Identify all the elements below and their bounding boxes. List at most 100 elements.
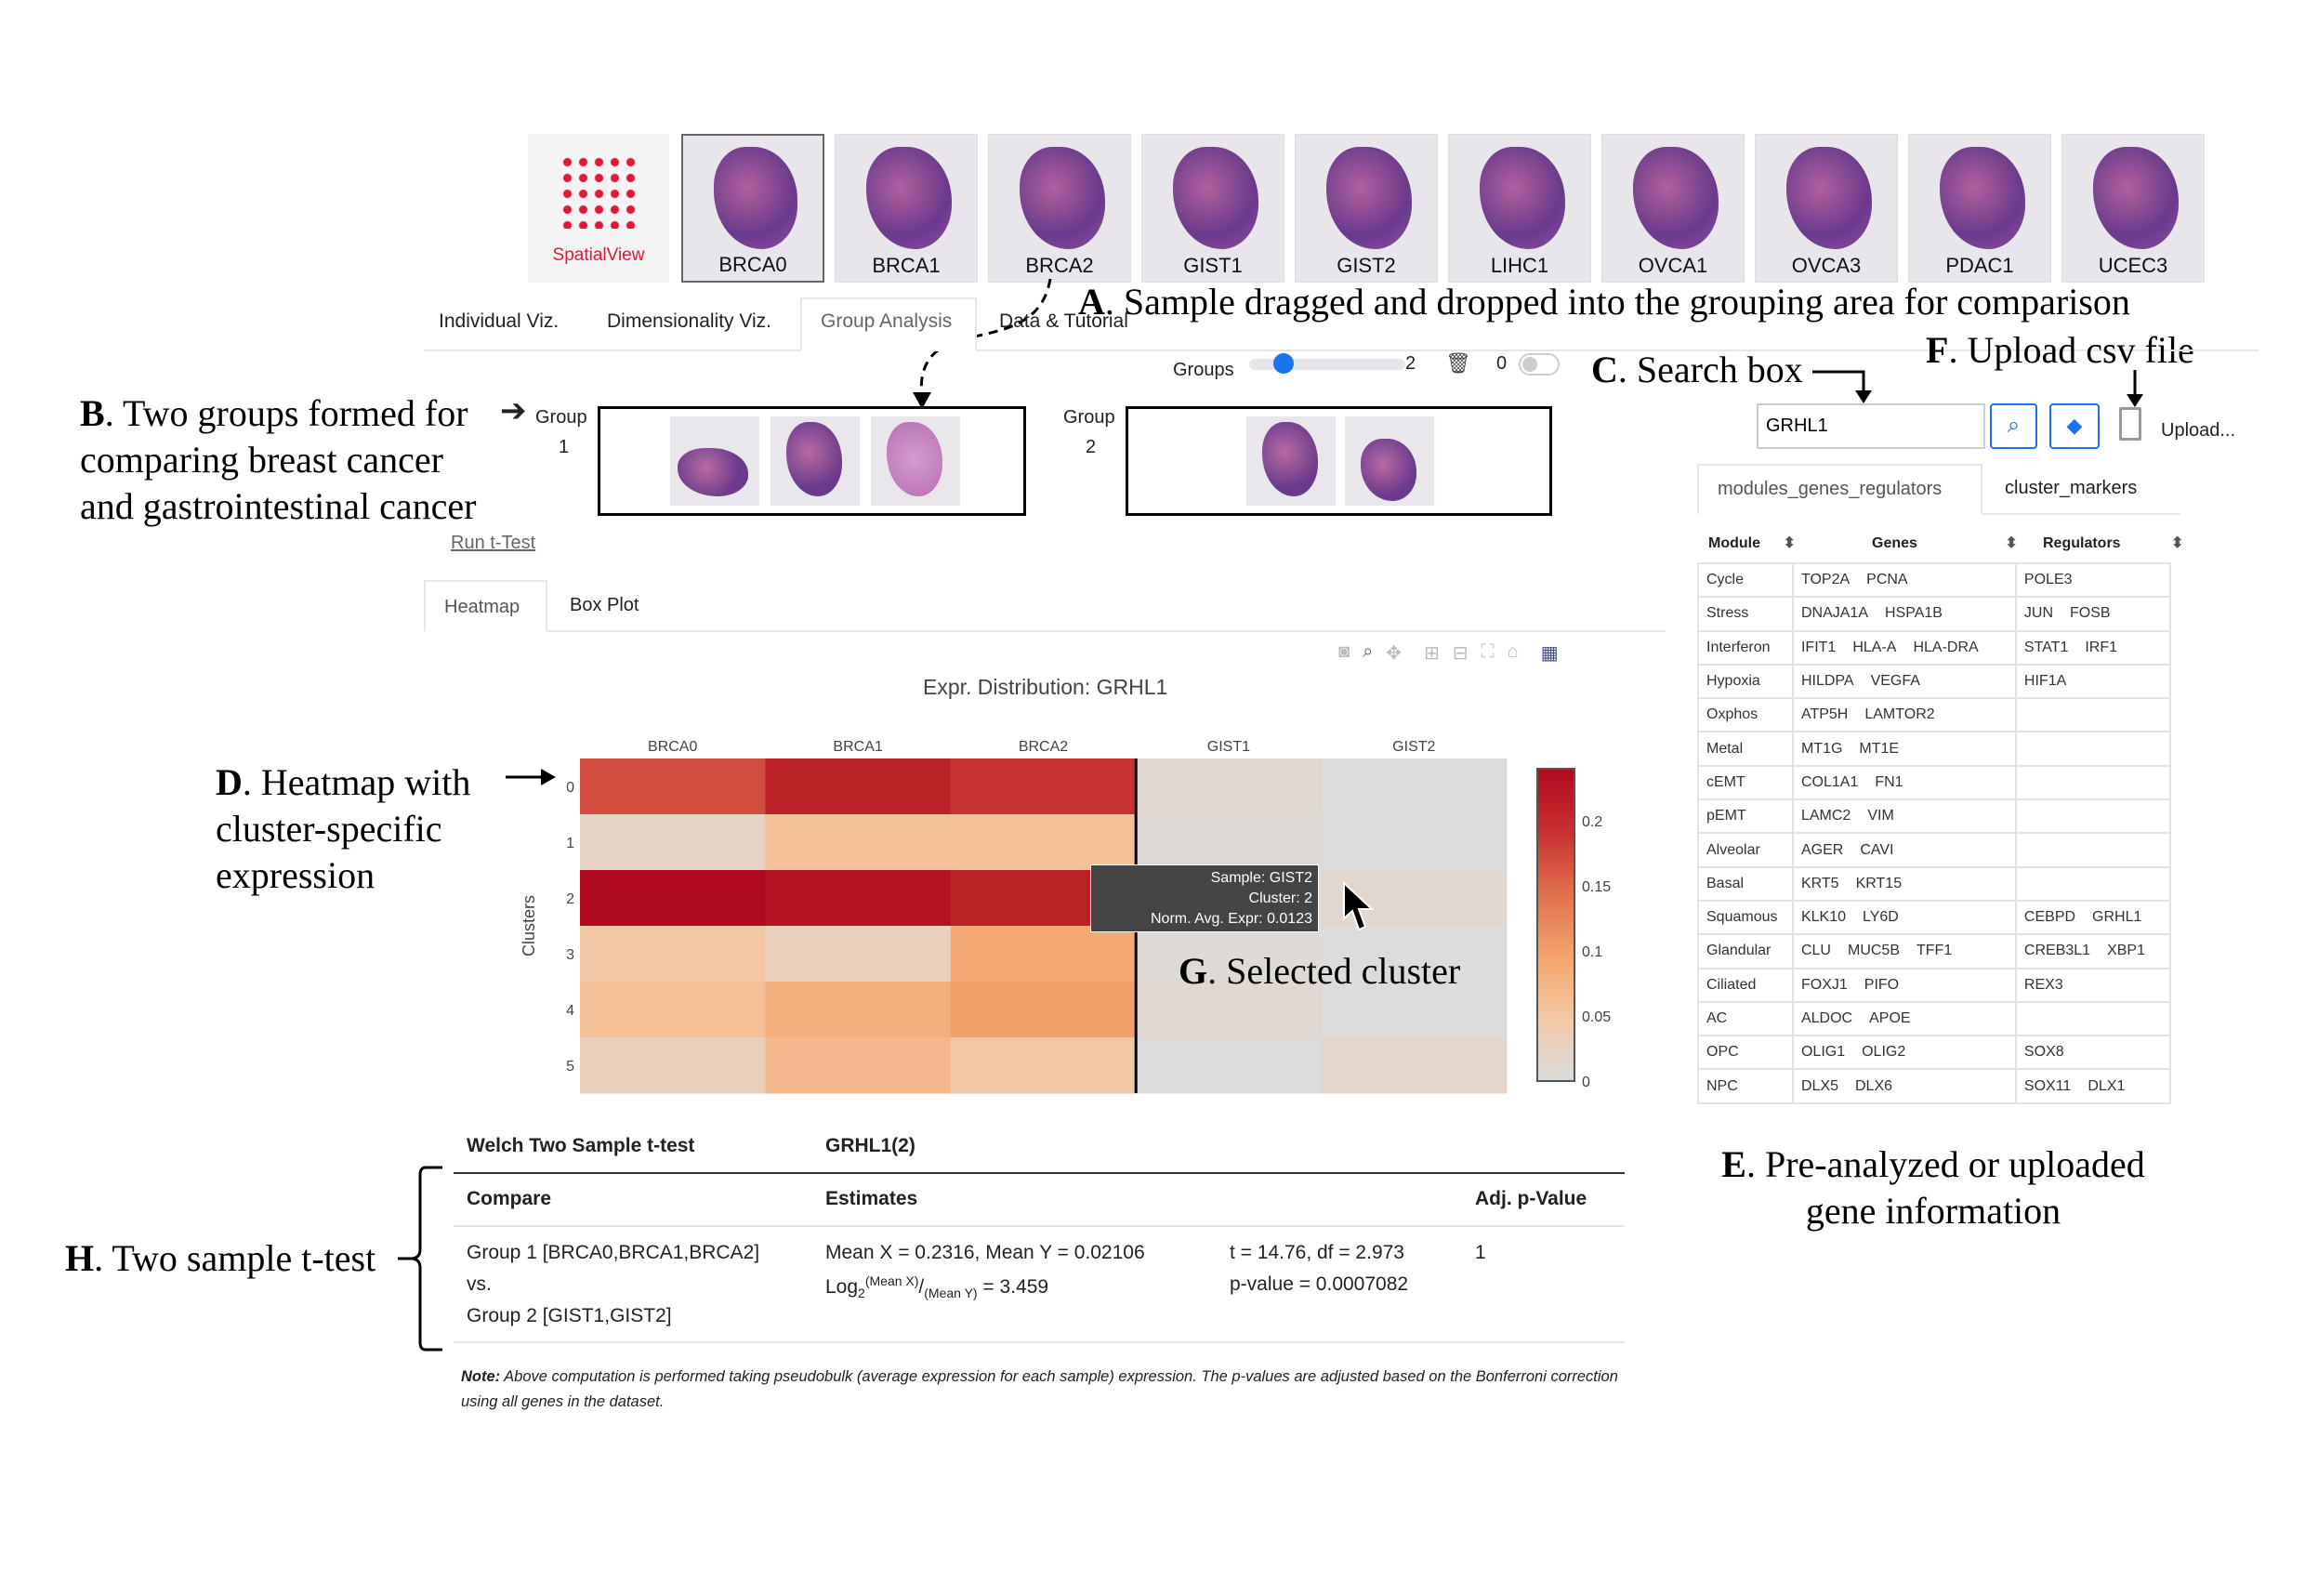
- heatmap-cell[interactable]: [1136, 814, 1323, 871]
- heatmap-cell[interactable]: [1321, 982, 1508, 1038]
- sample-thumbnail[interactable]: OVCA1: [1601, 134, 1745, 283]
- genes-cell: DNAJA1A HSPA1B: [1791, 596, 2017, 632]
- tab-cluster-markers[interactable]: cluster_markers: [2005, 478, 2138, 498]
- heatmap-cell[interactable]: [950, 982, 1137, 1038]
- heatmap-cell[interactable]: [950, 1037, 1137, 1094]
- autoscale-icon[interactable]: ⛶: [1481, 641, 1495, 662]
- zoom-out-icon[interactable]: ⊟: [1452, 643, 1469, 664]
- spatialview-logo[interactable]: SpatialView: [528, 134, 669, 283]
- heatmap-cell[interactable]: [765, 1037, 952, 1094]
- tab-individual-viz[interactable]: Individual Viz.: [439, 310, 560, 332]
- plotly-logo-icon[interactable]: ▦: [1540, 643, 1559, 664]
- gene: FOXJ1: [1800, 976, 1848, 993]
- heatmap-cell[interactable]: [580, 870, 766, 927]
- heatmap-cell[interactable]: [1321, 1037, 1508, 1094]
- genes-cell: AGER CAVI: [1791, 832, 2017, 868]
- heatmap-cell[interactable]: [1321, 814, 1508, 871]
- upload-button[interactable]: Upload...: [2119, 407, 2249, 448]
- toggle-knob: [1522, 357, 1537, 372]
- heatmap-cell[interactable]: [950, 926, 1137, 983]
- heatmap-cell[interactable]: [580, 1037, 766, 1094]
- genes-cell: IFIT1 HLA-A HLA-DRA: [1791, 629, 2017, 666]
- gene: KRT15: [1855, 875, 1903, 891]
- heatmap-cell[interactable]: [580, 926, 766, 983]
- sample-thumbnail[interactable]: PDAC1: [1908, 134, 2051, 283]
- col-header-regulators[interactable]: Regulators ⬍: [2043, 534, 2183, 552]
- heatmap-cell[interactable]: [765, 982, 952, 1038]
- heatmap-chart[interactable]: BRCA0 BRCA1 BRCA2 GIST1 GIST2 0 1 2 3 4 5 Clusters 0…: [502, 725, 1617, 1115]
- heatmap-cell[interactable]: [580, 982, 766, 1038]
- x-tick-label: BRCA1: [833, 739, 882, 755]
- ttest-gene: GRHL1(2): [825, 1135, 915, 1156]
- heatmap-cell[interactable]: [765, 758, 952, 815]
- reset-icon[interactable]: ⌂: [1507, 641, 1519, 662]
- slider-handle[interactable]: [1273, 353, 1294, 374]
- tissue-image: [1633, 146, 1719, 250]
- zoom-icon[interactable]: ⌕: [1363, 641, 1374, 662]
- sample-thumbnail[interactable]: OVCA3: [1755, 134, 1898, 283]
- heatmap-cell[interactable]: [1136, 758, 1323, 815]
- heatmap-cell[interactable]: [765, 814, 952, 871]
- annotation-letter: B: [80, 392, 105, 434]
- heatmap-cell[interactable]: [580, 814, 766, 871]
- annotation-f: F. Upload csv file: [1926, 327, 2194, 374]
- group-2-dropzone[interactable]: [1126, 406, 1552, 516]
- pan-icon[interactable]: ✥: [1386, 643, 1403, 664]
- group-thumb[interactable]: [1246, 416, 1336, 506]
- zoom-in-icon[interactable]: ⊞: [1424, 643, 1440, 664]
- group-1-dropzone[interactable]: [598, 406, 1026, 516]
- heatmap-cell[interactable]: [765, 870, 952, 927]
- col-header-genes[interactable]: Genes ⬍: [1872, 534, 2018, 552]
- tab-dimensionality-viz[interactable]: Dimensionality Viz.: [607, 310, 772, 332]
- tissue-image: [887, 421, 942, 497]
- mouse-cursor-icon: [1343, 881, 1375, 931]
- group-thumb[interactable]: [871, 416, 960, 506]
- heatmap-cell[interactable]: [765, 926, 952, 983]
- regulators-cell: SOX11 DLX1: [2014, 1068, 2172, 1104]
- heatmap-cell[interactable]: [1321, 758, 1508, 815]
- heatmap-cell[interactable]: [1136, 982, 1323, 1038]
- tab-data-tutorial[interactable]: Data & Tutorial: [999, 310, 1128, 332]
- module-cell: Basal: [1697, 865, 1794, 902]
- col-header-module[interactable]: Module ⬍: [1708, 534, 1796, 552]
- heatmap-cell[interactable]: [1136, 926, 1323, 983]
- camera-icon[interactable]: ◙: [1338, 641, 1350, 662]
- module-cell: Glandular: [1697, 933, 1794, 969]
- sample-thumbnail[interactable]: BRCA0: [681, 134, 824, 283]
- y-axis-label: Clusters: [520, 895, 538, 956]
- heatmap-cell[interactable]: [1321, 926, 1508, 983]
- x-tick-label: GIST2: [1392, 739, 1435, 755]
- sample-thumbnail[interactable]: GIST2: [1295, 134, 1438, 283]
- group-thumb[interactable]: [771, 416, 860, 506]
- heatmap-cell[interactable]: [580, 758, 766, 815]
- heatmap-cell[interactable]: [1136, 1037, 1323, 1094]
- groups-slider[interactable]: [1249, 353, 1405, 374]
- sample-thumbnail[interactable]: LIHC1: [1448, 134, 1591, 283]
- trash-icon[interactable]: 🗑: [1445, 351, 1471, 375]
- heatmap-cell[interactable]: [950, 814, 1137, 871]
- search-button[interactable]: ⌕: [1990, 403, 2037, 449]
- sample-thumbnail[interactable]: UCEC3: [2061, 134, 2205, 283]
- sample-thumbnail[interactable]: GIST1: [1141, 134, 1284, 283]
- tab-box-plot[interactable]: Box Plot: [570, 595, 639, 615]
- sample-thumbnail[interactable]: BRCA1: [835, 134, 978, 283]
- run-ttest-link[interactable]: Run t-Test: [451, 533, 536, 553]
- regulators-cell: SOX8: [2014, 1035, 2172, 1071]
- tab-heatmap[interactable]: Heatmap: [424, 580, 547, 632]
- toggle-switch[interactable]: [1519, 353, 1560, 376]
- annotation-letter: A: [1078, 281, 1105, 323]
- tab-modules-genes-regulators[interactable]: modules_genes_regulators: [1697, 464, 1982, 515]
- tab-group-analysis[interactable]: Group Analysis: [821, 310, 953, 332]
- regulators-cell: [2014, 832, 2172, 868]
- group-thumb[interactable]: [1345, 416, 1434, 506]
- clear-button[interactable]: ◆: [2049, 403, 2100, 449]
- regulator: STAT1: [2023, 639, 2069, 655]
- gene-search-input[interactable]: [1757, 403, 1985, 449]
- sample-thumbnail[interactable]: BRCA2: [988, 134, 1131, 283]
- ttest-title: Welch Two Sample t-test: [467, 1135, 695, 1156]
- genes-cell: HILDPA VEGFA: [1791, 663, 2017, 700]
- colorbar: [1536, 768, 1575, 1082]
- annotation-letter: C: [1591, 349, 1618, 390]
- group-thumb[interactable]: [670, 416, 759, 506]
- heatmap-cell[interactable]: [950, 758, 1137, 815]
